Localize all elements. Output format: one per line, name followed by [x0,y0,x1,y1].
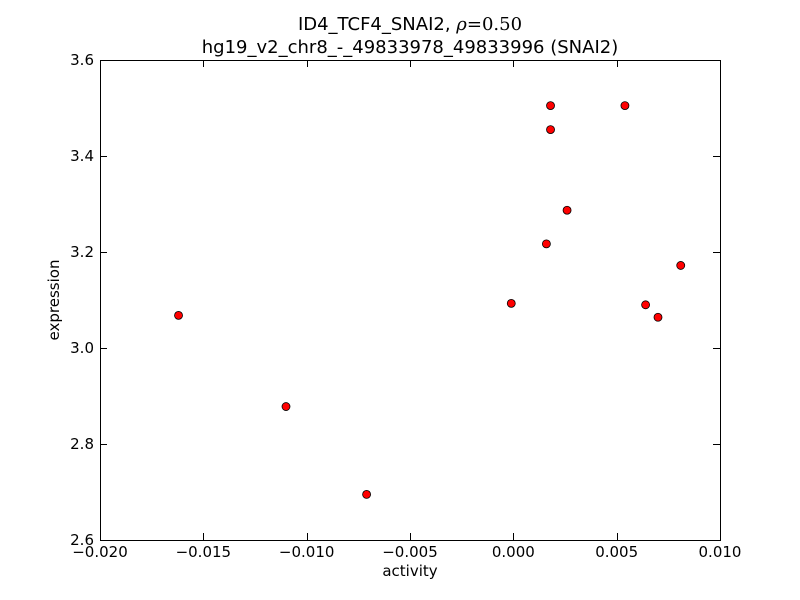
y-tick-label: 3.2 [70,243,94,261]
y-tick-label: 3.0 [70,339,94,357]
data-point [542,239,551,249]
data-point [546,101,555,110]
axis-ticks: −0.020 −0.015 −0.010 −0.005 0.000 0.005 0.010 2… [70,51,741,561]
chart-title-line2: hg19_v2_chr8_-_49833978_49833996 (SNAI2) [202,37,618,58]
data-point [676,261,686,270]
x-tick-label: 0.010 [699,543,742,561]
data-point [641,300,650,310]
x-tick-label: −0.020 [72,543,128,561]
x-tick-label: 0.005 [595,543,638,561]
x-tick-label: −0.015 [176,543,232,561]
chart-title-line1: ID4_TCF4_SNAI2, ρ=0.50 [298,14,522,35]
data-markers [174,101,686,499]
plot-frame [100,60,721,541]
data-point [620,101,630,110]
chart-title-rho-value: =0.50 [467,14,522,35]
x-axis-label: activity [382,562,437,580]
data-point [653,312,663,322]
data-point [174,310,183,320]
chart-title-prefix: ID4_TCF4_SNAI2, [298,14,456,35]
data-point [562,205,572,215]
y-axis-label: expression [45,260,63,341]
data-point [506,298,516,308]
chart-title-rho-symbol: ρ [455,14,467,35]
data-point [362,489,372,499]
data-point [281,402,291,411]
x-tick-label: −0.005 [382,543,438,561]
y-tick-label: 3.4 [70,147,94,165]
data-point [546,125,555,135]
x-tick-label: −0.010 [279,543,335,561]
y-tick-label: 2.6 [70,531,94,549]
x-tick-label: 0.000 [492,543,535,561]
y-tick-label: 3.6 [70,51,94,69]
y-tick-label: 2.8 [70,435,94,453]
